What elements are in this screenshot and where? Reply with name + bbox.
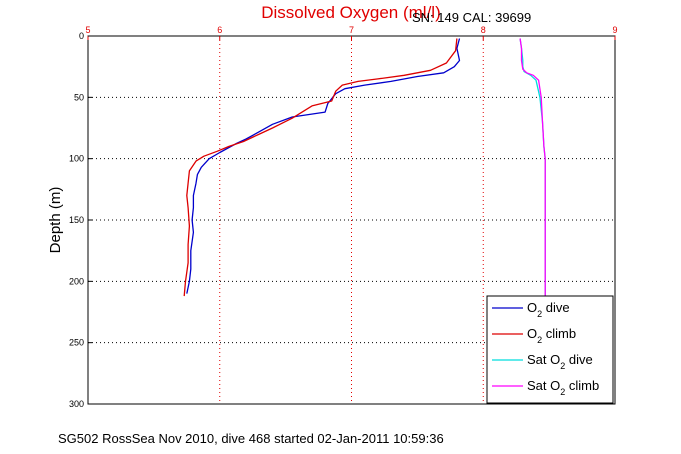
y-tick-label: 250 <box>69 338 84 348</box>
series-line-o2-climb <box>183 38 458 297</box>
y-axis-label: Depth (m) <box>47 187 64 254</box>
series-line-o2-dive <box>186 38 461 294</box>
series-lines <box>183 38 546 404</box>
y-tick-label: 150 <box>69 215 84 225</box>
x-tick-label: 7 <box>349 25 354 35</box>
y-tick-label: 100 <box>69 154 84 164</box>
x-tick-label: 6 <box>217 25 222 35</box>
y-tick-label: 200 <box>69 276 84 286</box>
x-tick-label: 5 <box>85 25 90 35</box>
series-line-sat-o2-climb <box>519 38 546 404</box>
dive-info-footer: SG502 RossSea Nov 2010, dive 468 started… <box>58 431 444 446</box>
grid-lines <box>88 36 615 404</box>
x-tick-label: 9 <box>612 25 617 35</box>
y-tick-label: 50 <box>74 92 84 102</box>
serial-calibration-label: SN: 149 CAL: 39699 <box>412 10 531 25</box>
legend-label: Sat O2 dive <box>527 352 593 371</box>
legend: O2 dive O2 climb Sat O2 dive Sat O2 climb <box>486 295 614 404</box>
legend-label: O2 climb <box>527 326 576 345</box>
x-tick-label: 8 <box>481 25 486 35</box>
y-tick-label: 300 <box>69 399 84 409</box>
chart-title: Dissolved Oxygen (ml/l) <box>261 3 441 22</box>
legend-label: O2 dive <box>527 300 570 319</box>
axis-ticks: 5 6 7 8 9 0 50 100 150 200 250 300 <box>69 25 618 409</box>
y-tick-label: 0 <box>79 31 84 41</box>
legend-label: Sat O2 climb <box>527 378 599 397</box>
legend-box <box>486 295 614 404</box>
